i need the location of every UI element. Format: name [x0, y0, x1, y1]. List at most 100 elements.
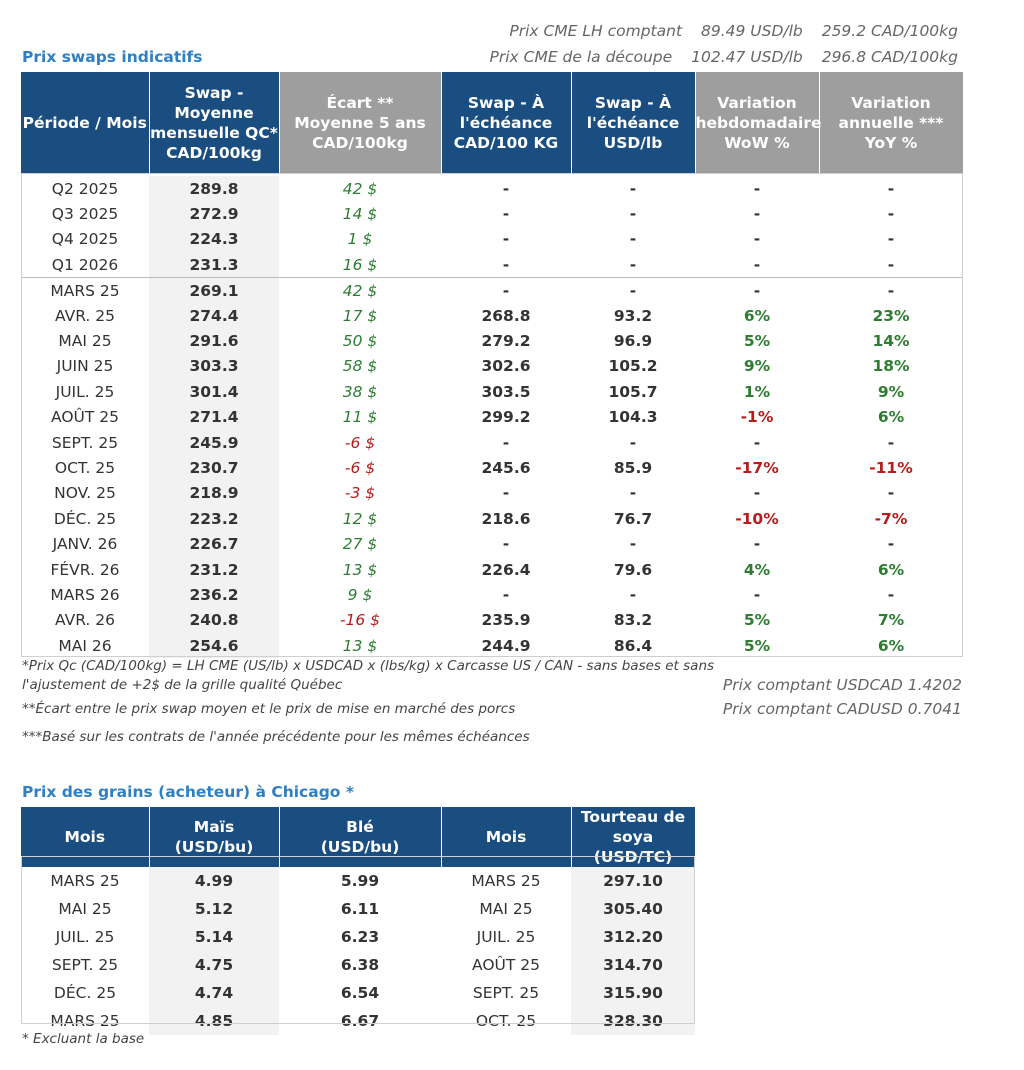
table-cell: -: [629, 179, 637, 198]
table-row: DÉC. 25 223.2 12 $ 218.6 76.7 -10% -7%: [21, 506, 963, 532]
grains-header-row: Mois Maïs (USD/bu) Blé (USD/bu) Mois Tourt…: [21, 807, 696, 867]
header-line: Mois: [64, 828, 106, 846]
table-cell: 14%: [872, 332, 910, 351]
table-cell: JUIL. 25: [55, 928, 115, 946]
table-row: AOÛT 25 271.4 11 $ 299.2 104.3 -1% 6%: [21, 404, 963, 430]
table-cell: JANV. 26: [52, 535, 118, 554]
table-cell: 4.85: [149, 1007, 279, 1035]
table-cell: MAI 25: [479, 900, 533, 918]
header-line: Variation: [851, 93, 931, 112]
table-cell: -: [753, 179, 761, 198]
table-cell: -: [753, 205, 761, 224]
table-cell: -6 $: [344, 458, 376, 477]
table-cell: 18%: [872, 357, 910, 376]
table-cell: 9%: [877, 382, 905, 401]
table-cell: 6%: [877, 408, 905, 427]
table-cell: -: [571, 277, 695, 303]
table-cell: 230.7: [149, 455, 279, 481]
table-cell: -1%: [740, 408, 774, 427]
table-cell: SEPT. 25: [472, 984, 540, 1002]
table-cell: 289.8: [149, 176, 279, 202]
table-cell: -10%: [735, 509, 779, 528]
table-cell: 231.3: [149, 252, 279, 278]
cme-lh-usd: 89.49 USD/lb: [700, 22, 803, 40]
table-cell: 245.6: [481, 458, 531, 477]
swaps-header: Variation hebdomadaire WoW %: [695, 72, 822, 173]
table-row: Q2 2025 289.8 42 $ - - - -: [21, 176, 963, 202]
table-cell: 4.99: [149, 867, 279, 895]
table-cell: -: [629, 585, 637, 604]
table-cell: -: [502, 484, 510, 503]
table-cell: MARS 26: [50, 585, 120, 604]
table-cell: 5.12: [149, 895, 279, 923]
table-cell: MAI 26: [58, 636, 112, 655]
table-cell: OCT. 25: [475, 1012, 537, 1030]
table-cell: -: [753, 230, 761, 249]
table-cell: 299.2: [481, 408, 531, 427]
table-cell: -: [502, 433, 510, 452]
table-cell: 9 $: [347, 585, 373, 604]
table-cell: AOÛT 25: [472, 956, 540, 974]
table-cell: 218.9: [149, 480, 279, 507]
table-row: DÉC. 25 4.74 6.54 SEPT. 25 315.90: [21, 979, 695, 1007]
table-cell: -: [887, 205, 895, 224]
table-cell: 6.67: [340, 1012, 380, 1030]
table-cell: -11%: [869, 458, 913, 477]
cme-cutout-row: Prix CME de la découpe 102.47 USD/lb 296…: [490, 44, 958, 70]
table-cell: 271.4: [149, 404, 279, 430]
table-cell: Q1 2026: [51, 255, 119, 274]
table-cell: 315.90: [571, 979, 695, 1007]
table-cell: SEPT. 25: [51, 956, 119, 974]
grains-header: Mois: [21, 807, 150, 867]
table-cell: -16 $: [339, 611, 381, 630]
table-cell: 6%: [743, 306, 771, 325]
cme-cutout-cad: 296.8 CAD/100kg: [821, 48, 958, 66]
table-cell: 93.2: [613, 306, 653, 325]
table-cell: -: [629, 230, 637, 249]
table-cell: -: [441, 277, 571, 303]
table-cell: -7%: [874, 509, 908, 528]
table-cell: -: [887, 433, 895, 452]
grains-title: Prix des grains (acheteur) à Chicago *: [22, 783, 354, 801]
table-cell: -: [887, 484, 895, 503]
table-cell: Q2 2025: [51, 179, 119, 198]
header-line: Maïs: [193, 818, 235, 836]
cme-cutout-label: Prix CME de la découpe: [489, 48, 673, 66]
table-cell: 240.8: [149, 607, 279, 634]
table-row: MARS 25 269.1 42 $ - - - -: [21, 277, 963, 303]
cme-prices: Prix CME LH comptant 89.49 USD/lb 259.2 …: [490, 18, 958, 70]
table-row: SEPT. 25 4.75 6.38 AOÛT 25 314.70: [21, 951, 695, 979]
table-cell: -: [887, 585, 895, 604]
table-cell: 23%: [872, 306, 910, 325]
header-line: Swap - À: [594, 93, 672, 112]
table-cell: 105.2: [608, 357, 658, 376]
grains-header: Maïs (USD/bu): [149, 807, 280, 867]
table-cell: 13 $: [342, 636, 378, 655]
table-cell: 6.11: [340, 900, 380, 918]
table-row: AVR. 26 240.8 -16 $ 235.9 83.2 5% 7%: [21, 607, 963, 634]
table-cell: 268.8: [481, 306, 531, 325]
table-cell: -: [502, 585, 510, 604]
table-row: Q4 2025 224.3 1 $ - - - -: [21, 226, 963, 253]
table-cell: 5.99: [340, 872, 380, 890]
table-cell: 9%: [743, 357, 771, 376]
table-row: MARS 25 4.85 6.67 OCT. 25 328.30: [21, 1007, 695, 1035]
table-cell: 6%: [877, 636, 905, 655]
table-row: NOV. 25 218.9 -3 $ - - - -: [21, 480, 963, 507]
header-line: CAD/100kg: [312, 133, 408, 152]
table-cell: 58 $: [342, 357, 378, 376]
table-cell: 274.4: [149, 302, 279, 329]
header-line: Swap - À: [467, 93, 545, 112]
table-cell: 13 $: [342, 560, 378, 579]
header-line: CAD/100 KG: [453, 133, 559, 152]
table-cell: 16 $: [342, 255, 378, 274]
table-cell: JUIN 25: [56, 357, 114, 376]
table-cell: 104.3: [608, 408, 658, 427]
swaps-footnote-2: **Écart entre le prix swap moyen et le p…: [22, 701, 516, 717]
table-cell: Q4 2025: [51, 230, 119, 249]
table-row: JANV. 26 226.7 27 $ - - - -: [21, 531, 963, 557]
table-cell: -3 $: [344, 484, 376, 503]
header-line: annuelle ***: [838, 113, 944, 132]
table-cell: 1 $: [347, 230, 373, 249]
